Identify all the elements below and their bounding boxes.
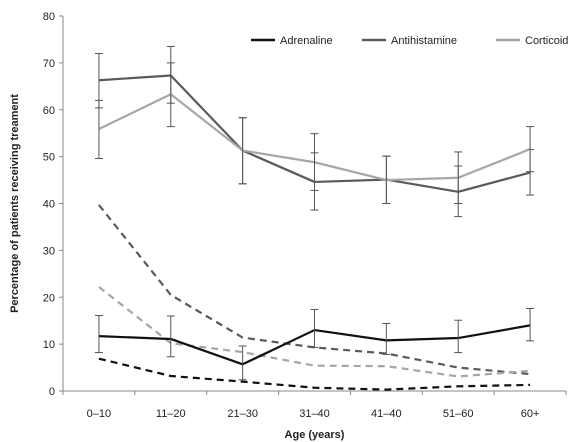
adrenaline-series [94,308,535,381]
series-4-dashed-series [98,204,531,376]
antihistamine-series [94,45,535,218]
legend-label: Adrenaline [280,35,333,47]
x-axis-title: Age (years) [285,429,345,441]
x-tick-label: 31–40 [299,408,330,420]
series-3-dashed-series [98,357,531,391]
x-tick-label: 0–10 [87,408,111,420]
axes: 0 10 20 30 40 50 60 70 80 0–10 11–20 21–30 31–40 41–4… [43,11,567,420]
corticoid-series [94,62,535,204]
x-tick-label: 51–60 [443,408,474,420]
y-tick-label: 80 [43,11,55,23]
y-tick-label: 0 [49,386,55,398]
y-tick-label: 70 [43,58,55,70]
legend-label: Corticoid [525,35,568,47]
series-4-line [98,204,531,376]
x-tick-label: 41–40 [371,408,402,420]
y-tick-label: 20 [43,292,55,304]
legend-label: Antihistamine [391,35,457,47]
y-tick-label: 30 [43,245,55,257]
y-tick-label: 60 [43,105,55,117]
x-tick-label: 60+ [521,408,540,420]
x-tick-label: 11–20 [156,408,186,420]
legend: Adrenaline Antihistamine Corticoid [251,35,568,47]
series-layer [94,45,535,391]
y-axis-title: Percentage of patients receiving treamen… [9,94,21,313]
y-tick-label: 40 [43,199,55,211]
x-tick-label: 21–30 [227,408,258,420]
series-3-line [98,357,531,391]
y-tick-label: 10 [43,339,55,351]
y-tick-label: 50 [43,152,55,164]
